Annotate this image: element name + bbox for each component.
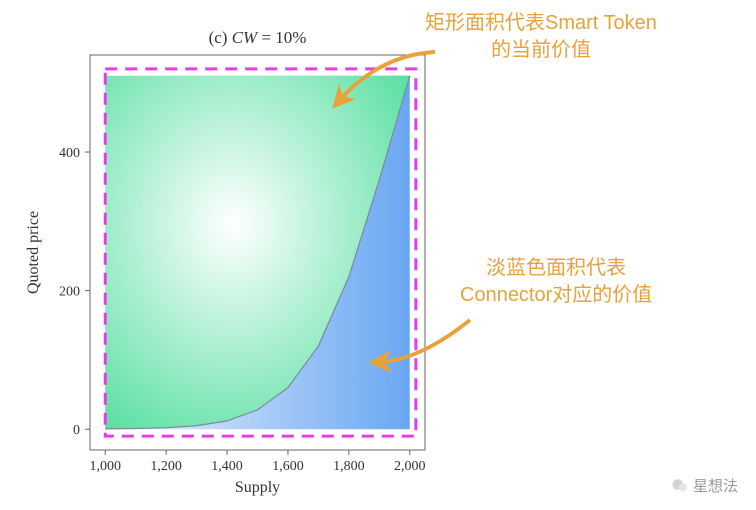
chart-title: (c) CW = 10%: [209, 28, 307, 47]
x-ticks: 1,000 1,200 1,400 1,600 1,800 2,000: [89, 450, 425, 474]
annotation-rect-smart-token: 矩形面积代表Smart Token 的当前价值: [425, 10, 657, 64]
annotation-line: Connector对应的价值: [460, 284, 652, 306]
y-axis-label: Quoted price: [25, 211, 42, 294]
annotation-line: 淡蓝色面积代表: [486, 257, 626, 279]
annotation-line: 矩形面积代表Smart Token: [425, 12, 657, 34]
annotation-blue-connector: 淡蓝色面积代表 Connector对应的价值: [460, 255, 652, 309]
svg-text:400: 400: [59, 146, 80, 161]
watermark-text: 星想法: [693, 475, 738, 496]
annotation-line: 的当前价值: [491, 39, 591, 61]
svg-text:1,000: 1,000: [89, 459, 121, 474]
svg-text:200: 200: [59, 285, 80, 300]
watermark: 星想法: [671, 475, 738, 496]
svg-text:1,800: 1,800: [333, 459, 365, 474]
svg-text:2,000: 2,000: [394, 459, 426, 474]
svg-text:1,600: 1,600: [272, 459, 304, 474]
svg-text:1,400: 1,400: [211, 459, 243, 474]
svg-text:0: 0: [73, 423, 80, 438]
x-axis-label: Supply: [235, 479, 280, 496]
svg-text:1,200: 1,200: [150, 459, 182, 474]
y-ticks: 0 200 400: [59, 146, 90, 438]
wechat-icon: [671, 477, 689, 495]
